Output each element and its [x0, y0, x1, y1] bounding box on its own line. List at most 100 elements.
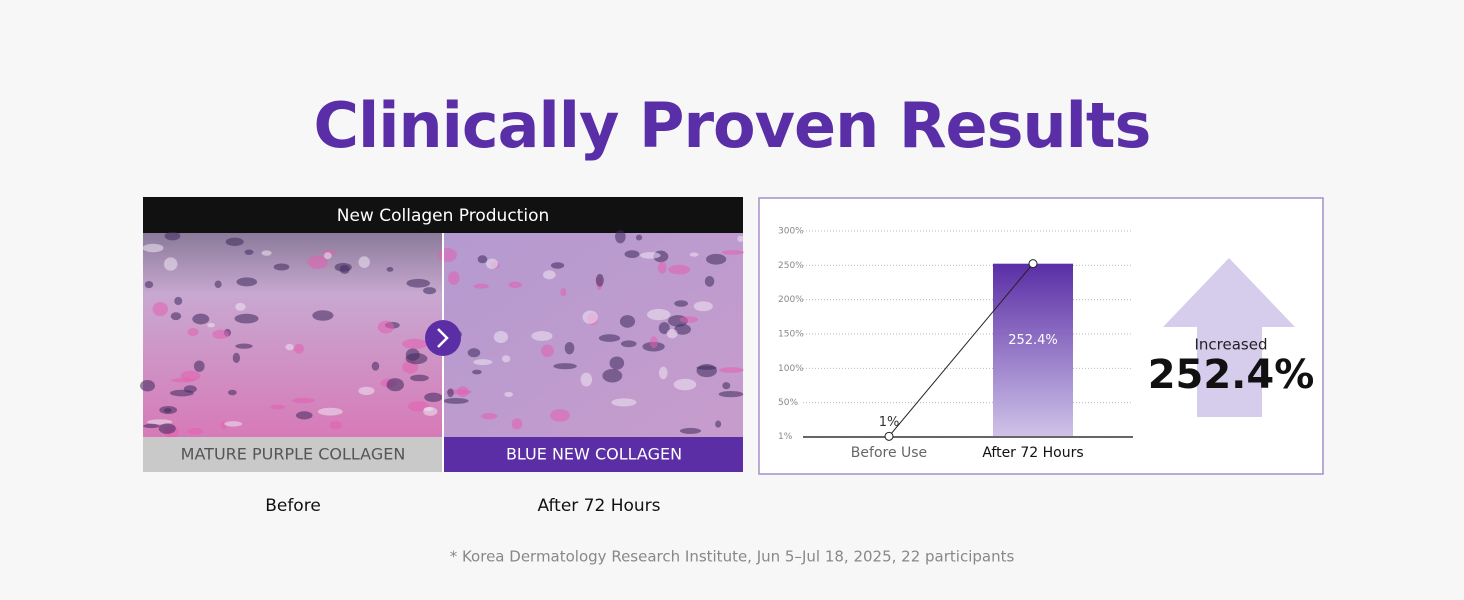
x-tick-label: After 72 Hours	[982, 445, 1083, 461]
tissue-cell	[170, 312, 182, 321]
tissue-cell	[443, 398, 469, 404]
tissue-cell	[704, 275, 715, 287]
tissue-cell	[560, 287, 567, 297]
tissue-cell	[718, 390, 744, 398]
tissue-cell	[486, 258, 498, 269]
y-tick-label: 250%	[778, 261, 804, 271]
tissue-cell	[580, 372, 593, 387]
panel-title: New Collagen Production	[337, 206, 550, 226]
tissue-cell	[467, 348, 481, 358]
tissue-cell	[722, 382, 731, 390]
tissue-cell	[386, 266, 394, 272]
y-tick-label: 150%	[778, 330, 804, 340]
tissue-cell	[143, 423, 160, 429]
tissue-cell	[329, 420, 343, 430]
increase-arrow	[1163, 258, 1295, 417]
tissue-cell	[674, 323, 691, 335]
y-tick-label: 200%	[778, 295, 804, 305]
tissue-cell	[689, 252, 699, 257]
tissue-cell	[317, 407, 343, 416]
chevron	[437, 328, 449, 348]
tissue-cell	[438, 248, 457, 262]
tissue-cell	[236, 277, 258, 287]
tissue-cell	[227, 389, 237, 396]
tissue-cell	[147, 419, 173, 425]
tissue-cell	[139, 380, 156, 392]
comparison-panel: New Collagen Production MATURE PURPLE CO…	[139, 197, 745, 516]
tissue-cell	[224, 421, 243, 427]
tissue-cell	[358, 256, 370, 268]
tissue-cell	[666, 328, 678, 339]
after-caption: After 72 Hours	[537, 496, 660, 516]
tissue-cell	[371, 361, 380, 371]
tissue-cell	[410, 374, 429, 382]
tissue-cell	[234, 313, 259, 324]
callout-value: 252.4%	[1148, 352, 1315, 398]
tissue-cell	[501, 355, 511, 363]
bar	[993, 263, 1073, 437]
tissue-cell	[377, 320, 395, 334]
y-tick-label: 1%	[778, 432, 793, 442]
tissue-cell	[244, 249, 254, 255]
tissue-cell	[615, 229, 626, 244]
tissue-cell	[624, 250, 640, 259]
value-label: 1%	[879, 415, 900, 430]
before-image	[143, 233, 442, 437]
tissue-cell	[293, 343, 305, 354]
tissue-cell	[270, 404, 286, 410]
tissue-cell	[307, 255, 328, 269]
tissue-cell	[163, 408, 172, 413]
tissue-cell	[405, 353, 428, 365]
tissue-cell	[423, 287, 437, 295]
trend-line	[888, 263, 1034, 437]
tissue-cell	[511, 418, 523, 430]
tissue-cell	[696, 364, 717, 378]
tissue-cell	[541, 344, 554, 358]
x-tick-label: Before Use	[851, 445, 927, 461]
tissue-cell	[693, 301, 713, 312]
y-tick-label: 100%	[778, 364, 804, 374]
tissue-cell	[312, 310, 334, 321]
tissue-cell	[508, 281, 522, 289]
tissue-cell	[424, 392, 443, 402]
tissue-cell	[285, 343, 294, 351]
tissue-cell	[163, 257, 178, 271]
tissue-cell	[473, 283, 489, 289]
tissue-cell	[674, 300, 689, 307]
tissue-cell	[553, 363, 577, 370]
value-label: 252.4%	[1008, 333, 1058, 348]
tissue-cell	[504, 391, 513, 397]
tissue-cell	[423, 407, 434, 412]
after-label-band	[444, 437, 743, 472]
trend-point	[884, 431, 894, 441]
tissue-cell	[619, 315, 636, 328]
tissue-cell	[542, 270, 556, 280]
tissue-cell	[611, 398, 637, 407]
tissue-cell	[457, 386, 469, 397]
tissue-cell	[472, 369, 482, 375]
tissue-cell	[737, 235, 744, 242]
footnote: * Korea Dermatology Research Institute, …	[450, 548, 1015, 566]
y-tick-label: 300%	[778, 227, 804, 237]
panel-header	[143, 197, 743, 233]
tissue-cell	[657, 261, 667, 274]
tissue-cell	[639, 252, 661, 259]
tissue-cell	[658, 366, 668, 380]
tissue-cell	[187, 327, 199, 336]
before-caption: Before	[265, 496, 321, 516]
tissue-cell	[152, 302, 168, 317]
tissue-cell	[142, 243, 164, 253]
tissue-cell	[292, 397, 315, 404]
tissue-cell	[477, 255, 488, 264]
tissue-cell	[164, 231, 181, 241]
tissue-cell	[214, 280, 222, 289]
tissue-cell	[386, 378, 404, 392]
tissue-cell	[493, 330, 509, 343]
tissue-cell	[550, 409, 570, 422]
tissue-cell	[407, 401, 429, 412]
tissue-cell	[447, 388, 454, 398]
tissue-cell	[174, 296, 183, 306]
page-title: Clinically Proven Results	[314, 89, 1151, 162]
